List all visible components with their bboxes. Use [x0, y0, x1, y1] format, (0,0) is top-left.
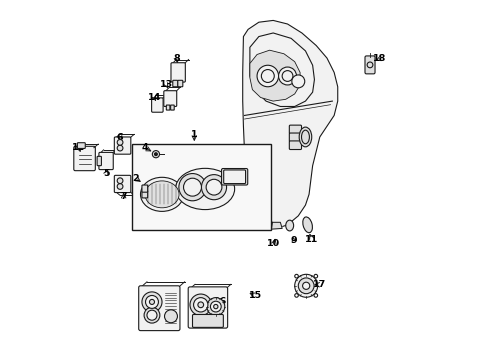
Ellipse shape: [302, 217, 312, 233]
Circle shape: [294, 274, 317, 297]
Circle shape: [179, 174, 206, 201]
Circle shape: [117, 184, 122, 189]
Circle shape: [193, 298, 207, 312]
FancyBboxPatch shape: [99, 152, 113, 170]
Circle shape: [117, 178, 122, 184]
Circle shape: [198, 302, 203, 308]
Text: 6: 6: [117, 133, 123, 142]
Ellipse shape: [140, 177, 183, 211]
Circle shape: [183, 178, 201, 196]
Text: 12: 12: [72, 143, 85, 152]
Circle shape: [145, 296, 158, 309]
Circle shape: [210, 301, 221, 312]
Circle shape: [278, 67, 296, 85]
Text: 5: 5: [102, 169, 109, 178]
FancyBboxPatch shape: [114, 137, 131, 154]
FancyBboxPatch shape: [142, 185, 147, 192]
Circle shape: [117, 145, 122, 151]
Circle shape: [144, 307, 160, 323]
FancyBboxPatch shape: [74, 146, 95, 171]
Circle shape: [149, 300, 154, 305]
Circle shape: [117, 139, 122, 145]
FancyBboxPatch shape: [114, 175, 131, 193]
FancyBboxPatch shape: [77, 143, 85, 148]
Circle shape: [164, 310, 177, 323]
FancyBboxPatch shape: [170, 105, 174, 110]
Text: 15: 15: [248, 291, 261, 300]
Ellipse shape: [175, 168, 234, 210]
Ellipse shape: [299, 127, 311, 147]
FancyBboxPatch shape: [142, 191, 147, 198]
Circle shape: [291, 75, 304, 88]
Text: 14: 14: [147, 93, 161, 102]
FancyBboxPatch shape: [97, 156, 101, 166]
Text: 13: 13: [160, 81, 173, 90]
Ellipse shape: [144, 181, 179, 208]
FancyBboxPatch shape: [289, 125, 301, 134]
Circle shape: [206, 179, 222, 195]
Text: 18: 18: [373, 54, 386, 63]
Circle shape: [257, 65, 278, 87]
FancyBboxPatch shape: [171, 63, 185, 82]
FancyBboxPatch shape: [289, 133, 301, 141]
Circle shape: [206, 298, 224, 316]
Text: 1: 1: [191, 130, 197, 139]
FancyBboxPatch shape: [166, 105, 169, 110]
FancyBboxPatch shape: [178, 80, 183, 87]
Text: 8: 8: [173, 54, 180, 63]
FancyBboxPatch shape: [172, 80, 178, 87]
FancyBboxPatch shape: [139, 286, 180, 330]
FancyBboxPatch shape: [151, 98, 163, 112]
Circle shape: [213, 305, 218, 309]
Text: 17: 17: [312, 280, 326, 289]
Circle shape: [302, 282, 309, 289]
Text: 2: 2: [132, 174, 139, 183]
Polygon shape: [242, 21, 337, 228]
Text: 9: 9: [290, 237, 297, 246]
FancyBboxPatch shape: [163, 91, 176, 107]
Polygon shape: [271, 222, 282, 229]
Circle shape: [201, 175, 226, 200]
Ellipse shape: [285, 220, 293, 231]
Circle shape: [298, 278, 313, 294]
Circle shape: [154, 153, 157, 156]
FancyBboxPatch shape: [192, 315, 223, 327]
Text: 4: 4: [141, 143, 148, 152]
FancyBboxPatch shape: [289, 141, 301, 149]
Text: 3: 3: [191, 201, 197, 210]
Text: 10: 10: [267, 239, 280, 248]
FancyBboxPatch shape: [188, 287, 227, 328]
Circle shape: [152, 150, 159, 158]
Circle shape: [142, 292, 162, 312]
Polygon shape: [246, 160, 269, 187]
Bar: [131, 144, 271, 230]
FancyBboxPatch shape: [221, 168, 247, 185]
Circle shape: [147, 310, 157, 320]
FancyBboxPatch shape: [364, 56, 374, 74]
Text: 16: 16: [213, 297, 226, 306]
Circle shape: [190, 294, 211, 316]
Text: 7: 7: [120, 192, 127, 201]
Text: 11: 11: [305, 235, 318, 244]
FancyBboxPatch shape: [223, 170, 245, 184]
Polygon shape: [249, 50, 300, 101]
